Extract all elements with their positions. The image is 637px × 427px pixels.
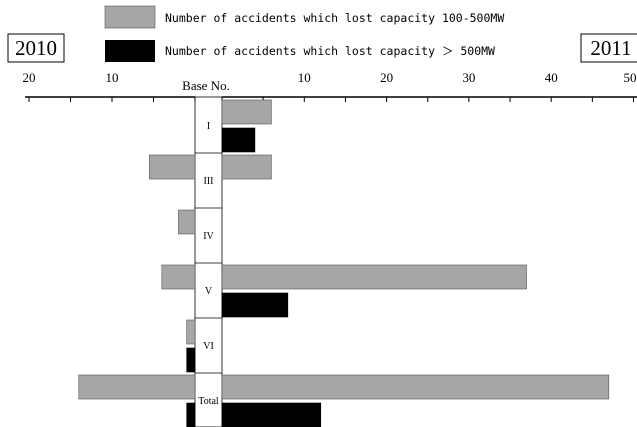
base-label-i: I [207, 121, 210, 132]
right-axis-tick-label: 10 [298, 70, 311, 85]
bar-2011-100-500-v [221, 264, 527, 290]
base-label-iii: III [204, 176, 214, 187]
base-label-v: V [205, 286, 213, 297]
legend-label-over-500: Number of accidents which lost capacity … [165, 44, 495, 58]
year-label-left: 2010 [15, 36, 57, 60]
bar-2011-100-500-total [221, 374, 610, 400]
bar-2011-100-500-iii [221, 154, 272, 180]
bar-2011-100-500-i [221, 99, 272, 125]
bar-2010-100-500-v [161, 264, 196, 290]
left-axis-tick-label: 20 [23, 70, 36, 85]
legend-swatch-over-500 [105, 40, 155, 62]
bar-2010-over-500-total [186, 402, 196, 427]
bar-2011-over-500-total [221, 402, 322, 427]
year-box-left [7, 33, 65, 63]
bar-2011-over-500-v [221, 292, 289, 318]
bar-2010-over-500-vi [186, 347, 196, 373]
left-axis-tick-label: 10 [106, 70, 119, 85]
bar-2010-100-500-vi [186, 319, 196, 345]
base-column [194, 96, 223, 427]
bar-2010-100-500-iii [149, 154, 196, 180]
legend-swatch-100-500 [104, 5, 156, 29]
right-axis-tick-label: 30 [462, 70, 475, 85]
year-label-right: 2011 [590, 36, 631, 60]
base-no-header: Base No. [182, 78, 230, 93]
base-label-total: Total [198, 396, 219, 407]
legend-label-100-500: Number of accidents which lost capacity … [165, 11, 504, 25]
bar-2010-100-500-total [78, 374, 196, 400]
right-axis-tick-label: 50 [624, 70, 637, 85]
right-axis-tick-label: 20 [380, 70, 393, 85]
base-label-vi: VI [203, 341, 214, 352]
bar-2010-100-500-iv [178, 209, 196, 235]
bar-2011-over-500-i [221, 127, 256, 153]
base-label-iv: IV [203, 231, 214, 242]
right-axis-tick-label: 40 [545, 70, 558, 85]
year-box-right [580, 33, 637, 63]
